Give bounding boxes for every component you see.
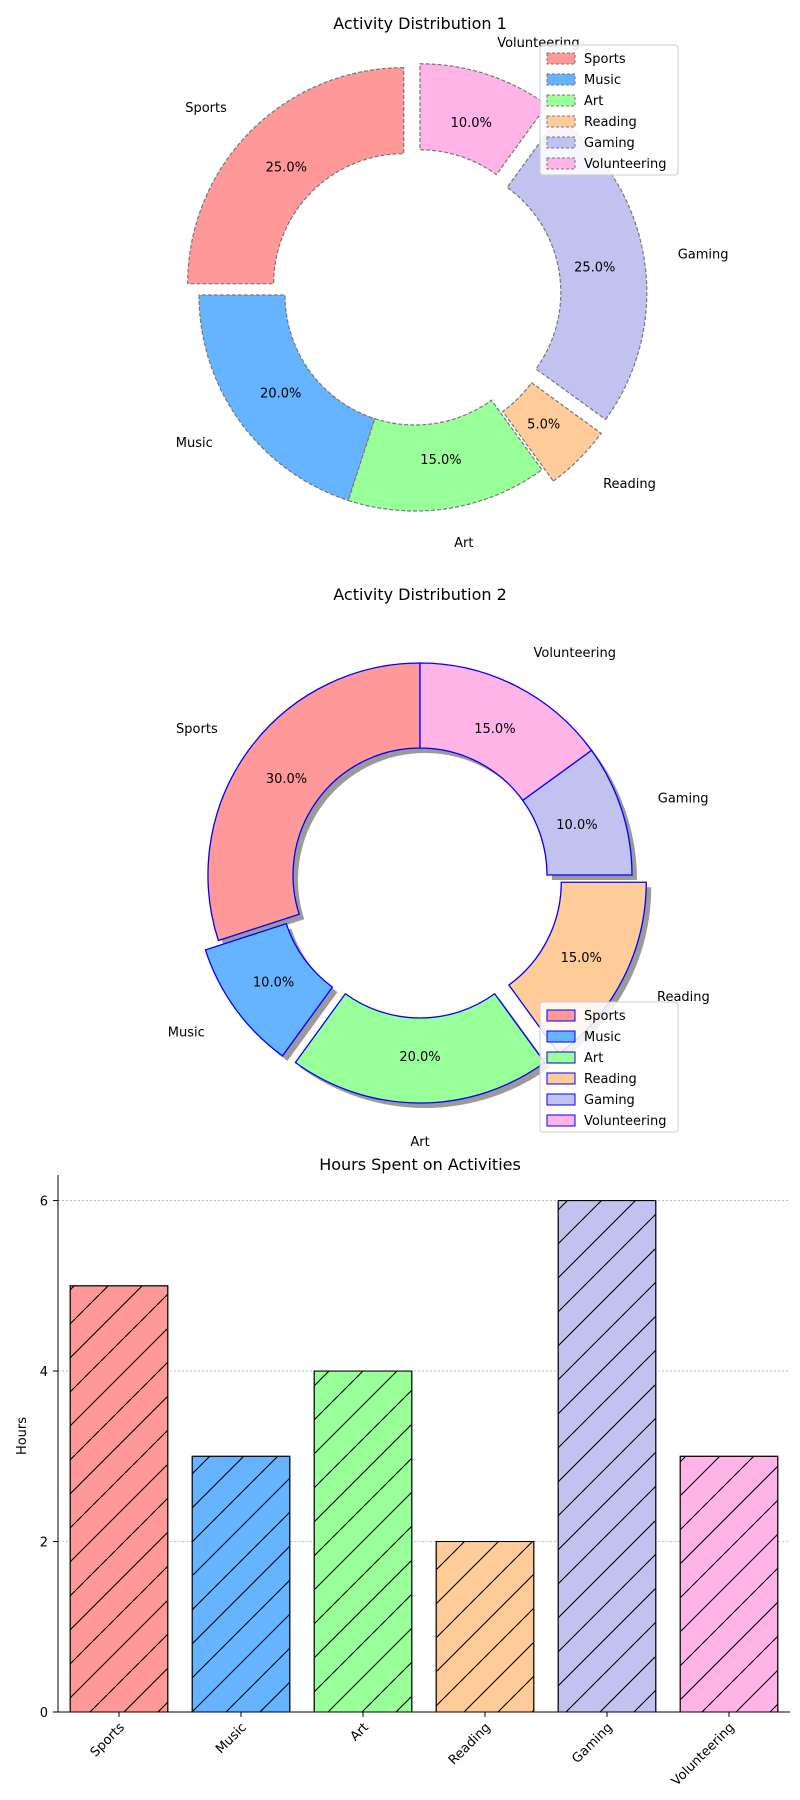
wedge-volunteering xyxy=(419,63,548,176)
category-label-sports: Sports xyxy=(185,101,227,116)
x-tick-label-art: Art xyxy=(348,1720,372,1744)
category-label-music: Music xyxy=(176,436,213,451)
wedge-volunteering xyxy=(419,662,593,802)
percent-label-music: 10.0% xyxy=(253,975,294,990)
legend-swatch-gaming xyxy=(546,1093,576,1106)
legend-swatch-art xyxy=(546,1051,576,1064)
wedge-reading xyxy=(501,381,602,482)
category-label-gaming: Gaming xyxy=(678,247,729,262)
percent-label-sports: 30.0% xyxy=(266,772,307,787)
category-label-reading: Reading xyxy=(603,477,656,492)
wedge-music xyxy=(204,922,334,1057)
legend-swatch-music xyxy=(546,73,576,86)
percent-label-reading: 15.0% xyxy=(561,951,602,966)
y-tick-label: 0 xyxy=(40,1706,48,1721)
wedge-art xyxy=(347,399,543,512)
legend-swatch-volunteering xyxy=(546,157,576,170)
legend-swatch-sports xyxy=(546,52,576,65)
bar-hatch-sports xyxy=(69,1285,169,1713)
legend-swatch-music xyxy=(546,1030,576,1043)
chart-2-legend: Sports Music Art Reading Gaming Volunteering xyxy=(539,1001,679,1133)
legend-label-volunteering: Volunteering xyxy=(584,1114,666,1129)
bar-hatch-volunteering xyxy=(679,1455,779,1713)
category-label-music: Music xyxy=(168,1025,205,1040)
legend-label-music: Music xyxy=(584,73,621,88)
category-label-art: Art xyxy=(410,1135,429,1150)
legend-label-reading: Reading xyxy=(584,1072,637,1087)
chart-1-title: Activity Distribution 1 xyxy=(333,14,507,33)
legend-swatch-gaming xyxy=(546,136,576,149)
y-tick-label: 4 xyxy=(40,1365,48,1380)
legend-swatch-art xyxy=(546,94,576,107)
chart-2-title: Activity Distribution 2 xyxy=(333,585,507,604)
percent-label-art: 15.0% xyxy=(420,453,461,468)
legend-label-music: Music xyxy=(584,1030,621,1045)
x-tick-label-volunteering: Volunteering xyxy=(669,1720,738,1789)
bar-hatch-reading xyxy=(435,1541,535,1713)
legend-swatch-sports xyxy=(546,1009,576,1022)
legend-label-art: Art xyxy=(584,1051,603,1066)
percent-label-art: 20.0% xyxy=(399,1050,440,1065)
legend-swatch-reading xyxy=(546,115,576,128)
percent-label-volunteering: 15.0% xyxy=(474,722,515,737)
legend-label-volunteering: Volunteering xyxy=(584,157,666,172)
bar-hatch-art xyxy=(313,1370,413,1713)
legend-swatch-reading xyxy=(546,1072,576,1085)
legend-label-reading: Reading xyxy=(584,115,637,130)
percent-label-gaming: 25.0% xyxy=(574,261,615,276)
legend-label-art: Art xyxy=(584,94,603,109)
x-tick-label-gaming: Gaming xyxy=(569,1720,616,1767)
donut-chart-1: Activity Distribution 1 25.0% Sports 20.0%… xyxy=(176,14,729,551)
percent-label-volunteering: 10.0% xyxy=(451,116,492,131)
x-tick-label-reading: Reading xyxy=(446,1720,494,1768)
legend-label-gaming: Gaming xyxy=(584,1093,635,1108)
chart-1-legend: Sports Music Art Reading Gaming Volunteering xyxy=(539,44,679,176)
bar-chart: Hours Spent on Activities Hours 0 2 4 6 Spor… xyxy=(15,1155,790,1789)
x-tick-label-sports: Sports xyxy=(88,1720,128,1760)
y-tick-label: 6 xyxy=(40,1195,48,1210)
wedge-sports xyxy=(187,67,405,285)
bar-hatch-music xyxy=(191,1455,291,1713)
category-label-gaming: Gaming xyxy=(658,792,709,807)
wedge-music xyxy=(198,294,376,502)
legend-label-sports: Sports xyxy=(584,1009,626,1024)
y-tick-label: 2 xyxy=(40,1536,48,1551)
chart-3-title: Hours Spent on Activities xyxy=(319,1155,521,1174)
legend-label-gaming: Gaming xyxy=(584,136,635,151)
y-axis-label: Hours xyxy=(15,1417,30,1455)
bar-hatch-gaming xyxy=(557,1200,657,1713)
wedge-sports xyxy=(207,662,421,942)
donut-chart-2: Activity Distribution 2 30.0% Sports 10.0%… xyxy=(168,585,710,1150)
percent-label-reading: 5.0% xyxy=(527,418,560,433)
legend-swatch-volunteering xyxy=(546,1114,576,1127)
category-label-reading: Reading xyxy=(657,990,710,1005)
category-label-volunteering: Volunteering xyxy=(533,646,615,661)
legend-label-sports: Sports xyxy=(584,52,626,67)
category-label-art: Art xyxy=(454,536,473,551)
percent-label-sports: 25.0% xyxy=(266,160,307,175)
x-tick-label-music: Music xyxy=(213,1720,250,1757)
percent-label-music: 20.0% xyxy=(260,387,301,402)
percent-label-gaming: 10.0% xyxy=(556,818,597,833)
category-label-sports: Sports xyxy=(176,722,218,737)
